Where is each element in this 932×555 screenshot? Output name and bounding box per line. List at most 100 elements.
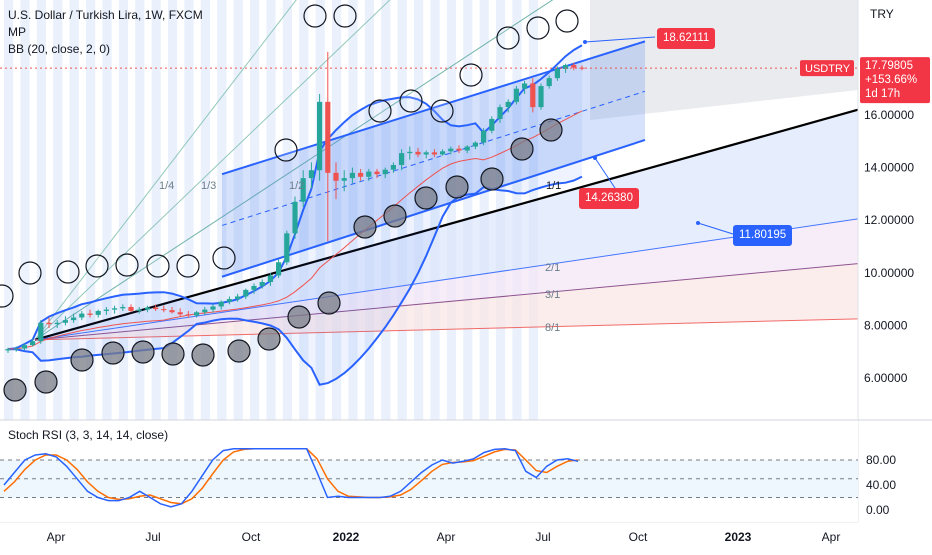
indicator-bb: BB (20, close, 2, 0) xyxy=(8,42,111,56)
stripe xyxy=(446,0,456,420)
stripe xyxy=(217,0,227,420)
stripe xyxy=(479,0,489,420)
candle-body xyxy=(546,78,552,87)
pivot-circle-filled xyxy=(383,204,407,228)
candle-body xyxy=(87,313,93,315)
stripe xyxy=(332,0,342,420)
fan-label-1-4: 1/4 xyxy=(159,180,175,192)
pivot-circle-open xyxy=(115,253,139,277)
candle-body xyxy=(472,142,478,147)
price-badge-line: +153.66% xyxy=(865,74,917,86)
candle-body xyxy=(300,178,306,202)
rsi-pane-bg xyxy=(0,420,858,522)
stripe xyxy=(315,0,325,420)
stripe xyxy=(364,0,374,420)
price-badge-line: 17.79805 xyxy=(865,60,913,72)
pivot-circle-open xyxy=(459,63,483,87)
candle-body xyxy=(456,148,462,151)
candle-body xyxy=(399,153,405,165)
price-tick: 8.00000 xyxy=(864,318,908,332)
currency-label: TRY xyxy=(870,7,894,21)
stripe xyxy=(86,0,96,420)
candle-body xyxy=(210,306,216,310)
stripe xyxy=(4,0,14,420)
pivot-circle-open xyxy=(526,16,550,40)
stripe xyxy=(463,0,473,420)
candle-body xyxy=(30,341,36,346)
candle-body xyxy=(112,308,118,310)
candles[interactable] xyxy=(5,51,585,354)
drawn-lines xyxy=(0,36,858,235)
candle-body xyxy=(144,307,150,310)
candle-body xyxy=(317,101,323,171)
candle-body xyxy=(194,312,200,316)
candle-body xyxy=(497,107,503,119)
candle-body xyxy=(259,282,265,286)
candle-body xyxy=(46,322,52,325)
fan-label-3-1: 3/1 xyxy=(545,289,561,301)
time-tick: Apr xyxy=(822,530,841,544)
candle-body xyxy=(415,151,421,155)
candle-body xyxy=(79,313,85,318)
candle-body xyxy=(448,148,454,152)
stripe xyxy=(53,0,63,420)
top-target-tag: 18.62111 xyxy=(657,28,716,49)
pivot-circle-filled xyxy=(539,118,563,142)
candle-body xyxy=(513,88,519,102)
stripe xyxy=(184,0,194,420)
fan-label-1-3: 1/3 xyxy=(201,180,217,192)
pivot-circle-open xyxy=(56,260,80,284)
candle-body xyxy=(366,171,372,177)
time-tick: Jul xyxy=(145,530,160,544)
pivot-circle-open xyxy=(212,246,236,270)
candle-body xyxy=(505,101,511,108)
candle-body xyxy=(407,151,413,154)
candle-body xyxy=(530,83,536,108)
candle-body xyxy=(103,309,109,311)
rsi-tick: 0.00 xyxy=(866,503,890,517)
price-tick: 10.00000 xyxy=(864,266,914,280)
fan-label-8-1: 8/1 xyxy=(545,322,561,334)
pivot-circle-filled xyxy=(317,291,341,315)
fan-label-1-1: 1/1 xyxy=(546,180,562,192)
pivot-circle-filled xyxy=(191,343,215,367)
candle-body xyxy=(251,285,257,290)
rsi-tick: 80.00 xyxy=(866,453,896,467)
candle-body xyxy=(284,233,290,263)
pivot-circle-open xyxy=(399,89,423,113)
time-tick: Apr xyxy=(437,530,456,544)
bottom-target-dot xyxy=(593,156,597,160)
pivot-circle-open xyxy=(430,99,454,123)
candle-body xyxy=(325,101,331,173)
stripe xyxy=(118,0,128,420)
pivot-circle-filled xyxy=(161,342,185,366)
stripe xyxy=(250,0,260,420)
candle-body xyxy=(153,307,159,310)
pivot-circle-open xyxy=(555,9,579,33)
time-tick: Jul xyxy=(535,530,550,544)
pivot-circle-open xyxy=(176,254,200,278)
candle-body xyxy=(120,306,126,309)
price-tick: 16.00000 xyxy=(864,108,914,122)
pivot-circle-open xyxy=(274,138,298,162)
candle-body xyxy=(185,314,191,316)
stoch-rsi-k xyxy=(3,448,579,508)
candle-body xyxy=(341,178,347,181)
fan-label-2-1: 2/1 xyxy=(545,262,561,274)
pivot-circle-open xyxy=(146,254,170,278)
candle-body xyxy=(349,172,355,179)
pivot-circle-open xyxy=(85,254,109,278)
candle-body xyxy=(358,172,364,177)
candle-body xyxy=(431,152,437,155)
stripe xyxy=(20,0,30,420)
pivot-circle-filled xyxy=(510,137,534,161)
pivot-circle-filled xyxy=(445,175,469,199)
candle-body xyxy=(5,349,11,351)
stripe xyxy=(200,0,210,420)
price-tick: 12.00000 xyxy=(864,213,914,227)
stripe xyxy=(135,0,145,420)
fan-line xyxy=(34,0,554,341)
